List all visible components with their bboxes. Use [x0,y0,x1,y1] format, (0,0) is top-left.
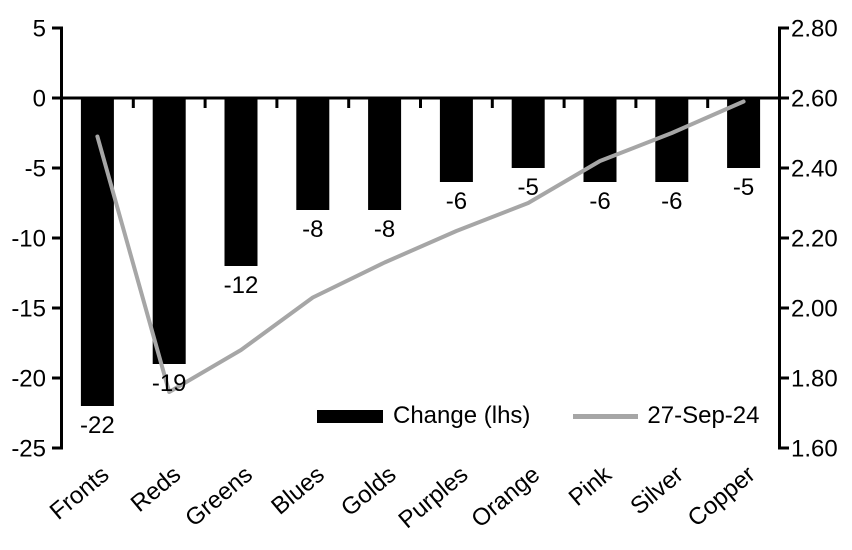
right-axis-tick-label: 2.80 [791,16,838,43]
category-label-copper: Copper [683,461,761,532]
bar-data-label: -6 [589,188,610,215]
right-axis-tick-label: 2.60 [791,86,838,113]
legend-line-swatch [573,413,639,419]
bar-data-label: -22 [80,412,115,439]
category-label-pink: Pink [564,460,618,511]
left-axis-tick-label: -10 [11,226,46,253]
bar-greens [224,98,258,266]
right-axis-tick-label: 2.20 [791,226,838,253]
bar-data-label: -19 [152,370,187,397]
category-label-purples: Purples [394,461,474,534]
bar-reds [152,98,186,364]
left-axis-tick-label: 5 [33,16,46,43]
bar-data-label: -5 [733,174,754,201]
left-axis-tick-label: 0 [33,86,46,113]
category-label-orange: Orange [466,461,545,533]
bar-silver [655,98,689,182]
legend-bar-label: Change (lhs) [393,402,531,429]
category-label-greens: Greens [180,461,258,532]
category-label-reds: Reds [126,461,186,518]
bar-golds [368,98,402,210]
category-label-blues: Blues [266,461,329,520]
legend: Change (lhs) 27-Sep-24 [317,398,759,434]
legend-line-label: 27-Sep-24 [647,402,760,429]
legend-bar-swatch [317,409,383,423]
bar-data-label: -8 [374,216,395,243]
left-axis-tick-label: -5 [25,156,46,183]
right-axis-tick-label: 2.40 [791,156,838,183]
category-label-golds: Golds [336,461,401,522]
line-series [95,99,746,394]
bar-fronts [80,98,114,406]
bar-data-label: -5 [518,174,539,201]
bar-purples [439,98,473,182]
category-label-fronts: Fronts [45,461,114,525]
bar-orange [511,98,545,168]
bar-data-label: -8 [302,216,323,243]
bar-data-label: -6 [446,188,467,215]
right-axis-tick-label: 1.80 [791,366,838,393]
right-axis-tick-label: 2.00 [791,296,838,323]
right-axis-tick-label: 1.60 [791,436,838,463]
left-axis-tick-label: -15 [11,296,46,323]
left-axis-tick-label: -25 [11,436,46,463]
left-axis-tick-label: -20 [11,366,46,393]
bar-blues [296,98,330,210]
bar-copper [727,98,761,168]
category-label-silver: Silver [625,461,688,520]
bar-data-label: -12 [224,272,259,299]
bar-data-label: -6 [661,188,682,215]
